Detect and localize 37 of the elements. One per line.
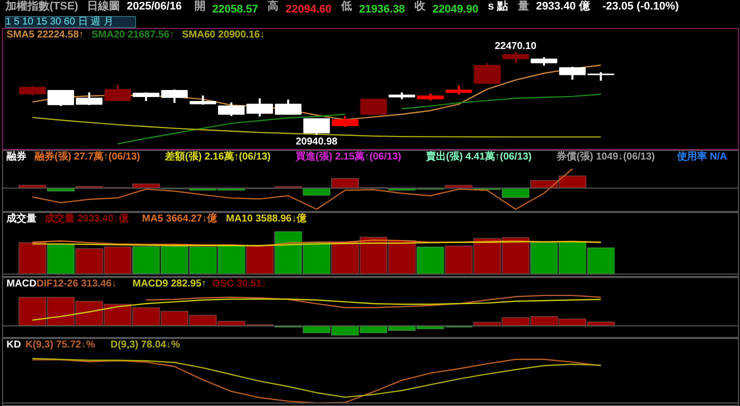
text: 1 5 10 15 30 60 日 週 月 bbox=[6, 16, 114, 28]
text: 21936.38 bbox=[359, 4, 405, 16]
chart-title: 成交量 bbox=[6, 212, 36, 224]
series-label: 成交量 2933.40↓億 bbox=[44, 212, 130, 224]
text: OSC 30.51↓ bbox=[212, 278, 266, 290]
annotation: 20940.98 bbox=[296, 136, 338, 148]
series-label: MACD9 282.95↑ bbox=[132, 278, 206, 290]
text: 收 bbox=[414, 0, 426, 12]
series-label: D(9,3) 78.04↓% bbox=[110, 340, 180, 350]
text: SMA5 22224.58↑ bbox=[6, 30, 84, 40]
text: 買進(張) 2.15萬↑(06/13) bbox=[294, 150, 402, 162]
chart-title: KD bbox=[6, 340, 21, 350]
text: SMA20 21687.56↑ bbox=[92, 30, 174, 40]
chart-title: 加權指數(TSE) bbox=[4, 0, 79, 12]
text: 使用率 N/A bbox=[676, 150, 727, 162]
series-label: MA5 3664.27↓億 bbox=[142, 212, 218, 224]
series-label: MA10 3588.96↓億 bbox=[226, 212, 308, 224]
chart-subtitle: 日線圖 bbox=[86, 0, 120, 12]
text: -23.05 (-0.10%) bbox=[602, 0, 680, 12]
text: DIF12-26 313.46↓ bbox=[36, 278, 117, 290]
series-label: K(9,3) 75.72↓% bbox=[26, 340, 96, 350]
chart-title: 融券 bbox=[6, 150, 28, 162]
text: 低 bbox=[340, 0, 352, 12]
text: 差額(張) 2.16萬↑(06/13) bbox=[164, 150, 271, 162]
text: 22049.90 bbox=[432, 4, 478, 16]
chart-title: MACD bbox=[6, 278, 36, 290]
text: 量 bbox=[516, 0, 529, 12]
text: 券償(張) 1049↓(06/13) bbox=[556, 150, 655, 162]
text: SMA60 20900.16↓ bbox=[182, 30, 265, 40]
text: 賣出(張) 4.41萬↑(06/13) bbox=[425, 150, 532, 162]
text: 開 bbox=[194, 0, 206, 12]
text: 22058.57 bbox=[212, 4, 258, 16]
text: 融券(張) 27.7萬↑(06/13) bbox=[34, 150, 140, 162]
text: s 點 bbox=[488, 0, 508, 12]
text: 22094.60 bbox=[286, 4, 332, 16]
annotation: 22470.10 bbox=[494, 40, 537, 52]
text: 2025/06/16 bbox=[126, 0, 182, 12]
